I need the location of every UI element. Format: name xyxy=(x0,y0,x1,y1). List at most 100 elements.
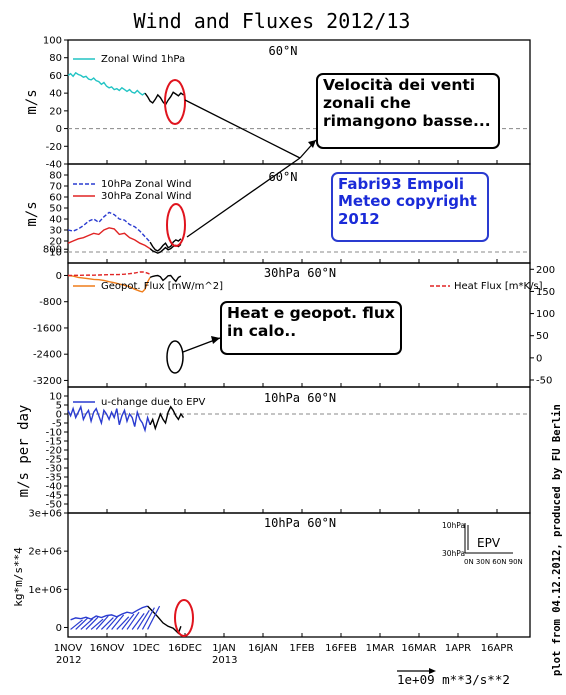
y-tick-label: 40 xyxy=(49,89,62,100)
y-tick-label: 5 xyxy=(56,401,62,412)
y2-tick-label: -50 xyxy=(536,376,552,387)
y-tick-label: 70 xyxy=(49,182,62,193)
epv-vector xyxy=(95,615,109,630)
x-tick-label: 16JAN xyxy=(248,643,278,654)
panel-title: 60°N xyxy=(269,170,298,184)
y-tick-label: 10 xyxy=(49,248,62,259)
y-tick-label: -25 xyxy=(46,455,62,466)
x-tick-label: 1DEC xyxy=(132,643,159,654)
inset-label: 30hPa xyxy=(442,549,465,558)
epv-vector xyxy=(75,617,89,630)
callout-zonal-winds: Velocità dei venti zonali che rimangono … xyxy=(316,73,500,149)
y2-tick-label: 150 xyxy=(536,287,555,298)
panel-5: 3e+06 2e+06 1e+06 0 10hPa 60°N kg*m/s**4 10hPa… xyxy=(12,509,531,638)
annotations-group xyxy=(164,79,317,637)
y-tick-label: 80 xyxy=(49,53,62,64)
y-tick-label: -20 xyxy=(46,142,62,153)
highlight-ellipse xyxy=(174,599,194,637)
y-tick-label: 0 xyxy=(56,124,62,135)
series-line xyxy=(70,605,148,621)
callout-arrow xyxy=(184,99,301,159)
series-line xyxy=(67,274,151,293)
y-tick-label: 0 xyxy=(56,271,62,282)
panel-3: -3200 -2400 -1600 -800 0 800 200 150 100 50 0 -50 30… xyxy=(33,245,555,388)
highlight-ellipse xyxy=(164,79,186,125)
y-axis-label: kg*m/s**4 xyxy=(12,547,25,607)
y-tick-label: -20 xyxy=(46,446,62,457)
legend-label: 10hPa Zonal Wind xyxy=(101,179,191,190)
y-tick-label: 10 xyxy=(49,392,62,403)
epv-vector xyxy=(85,616,99,630)
y-tick-label: -35 xyxy=(46,473,62,484)
epv-vector xyxy=(126,611,140,630)
arrow-head xyxy=(308,140,316,148)
x-tick-label: 16MAR xyxy=(401,643,436,654)
y-tick-label: 0 xyxy=(56,410,62,421)
panel-title: 10hPa 60°N xyxy=(264,516,336,530)
highlight-ellipse xyxy=(166,340,184,374)
y-tick-label: 20 xyxy=(49,237,62,248)
legend-label: u-change due to EPV xyxy=(101,397,206,408)
callout-flux: Heat e geopot. flux in calo.. xyxy=(220,301,402,355)
inset-label: 10hPa xyxy=(442,521,465,530)
epv-vector xyxy=(90,618,104,630)
y-tick-label: 80 xyxy=(49,171,62,182)
x-tick-label: 1APR xyxy=(445,643,471,654)
y-tick-label: 30 xyxy=(49,226,62,237)
panel-title: 60°N xyxy=(269,44,298,58)
x-tick-label: 16DEC xyxy=(168,643,202,654)
bottom-unit-label: 1e+09 m**3/s**2 xyxy=(397,672,510,687)
y2-tick-label: 0 xyxy=(536,353,542,364)
panel-title: 30hPa 60°N xyxy=(264,266,336,280)
x-tick-label: 1JAN xyxy=(212,643,235,654)
callout-arrow xyxy=(186,157,301,238)
x-axis: 1NOV 16NOV 1DEC 16DEC 1JAN 16JAN 1FEB 16FEB 1MAR… xyxy=(54,643,513,674)
series-line xyxy=(67,71,146,96)
series-line-recent xyxy=(149,405,185,431)
series-line xyxy=(67,271,151,277)
epv-vector xyxy=(111,614,125,630)
epv-vector xyxy=(121,613,135,630)
epv-vector xyxy=(100,617,114,630)
epv-vector xyxy=(80,618,94,630)
y2-tick-label: 50 xyxy=(536,331,549,342)
y-tick-label: 60 xyxy=(49,71,62,82)
x-year-label: 2013 xyxy=(212,655,237,666)
panel-frame xyxy=(67,512,531,638)
y-tick-label: -50 xyxy=(46,500,62,511)
side-note: plot from 04.12.2012, produced by FU Ber… xyxy=(551,404,563,676)
legend-label: EPV xyxy=(477,536,501,550)
legend-label: Heat Flux [m*K/s] xyxy=(454,281,543,292)
legend-label: 30hPa Zonal Wind xyxy=(101,191,191,202)
y-tick-label: -30 xyxy=(46,464,62,475)
y-tick-label: 1e+06 xyxy=(28,585,62,596)
y-tick-label: 40 xyxy=(49,215,62,226)
series-line-recent xyxy=(149,274,182,283)
y-tick-label: 3e+06 xyxy=(28,509,62,520)
series-line-recent xyxy=(149,238,182,252)
y2-tick-label: 100 xyxy=(536,309,555,320)
y-tick-label: 0 xyxy=(56,623,62,634)
y-tick-label: 60 xyxy=(49,193,62,204)
epv-vector xyxy=(70,619,83,630)
epv-vector xyxy=(131,612,145,630)
y-tick-label: -5 xyxy=(52,419,62,430)
y-tick-label: -10 xyxy=(46,428,62,439)
x-tick-label: 1FEB xyxy=(289,643,314,654)
legend-label: Geopot. Flux [mW/m^2] xyxy=(101,281,223,292)
y-tick-label: 20 xyxy=(49,106,62,117)
y-tick-label: 100 xyxy=(43,36,62,47)
arrow-head xyxy=(211,336,220,344)
figure-title: Wind and Fluxes 2012/13 xyxy=(134,9,411,33)
panel-title: 10hPa 60°N xyxy=(264,391,336,405)
y-axis-label: m/s per day xyxy=(16,405,32,498)
y2-tick-label: 200 xyxy=(536,265,555,276)
epv-vector xyxy=(106,615,119,630)
series-line xyxy=(67,211,151,243)
unit-arrow-head xyxy=(429,668,436,674)
epv-vector xyxy=(141,607,155,630)
series-line xyxy=(67,227,151,250)
